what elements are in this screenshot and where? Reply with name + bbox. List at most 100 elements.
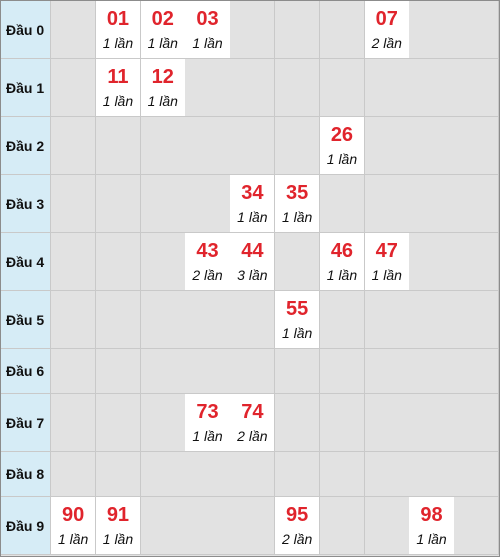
empty-cell [275, 349, 321, 394]
empty-cell [275, 117, 321, 175]
lottery-number: 74 [241, 400, 264, 423]
row-header-4: Đầu 4 [1, 233, 51, 291]
empty-cell [230, 59, 276, 117]
empty-cell [409, 452, 455, 497]
empty-cell [185, 497, 231, 555]
empty-cell [95, 349, 142, 394]
empty-cell [364, 59, 410, 117]
empty-cell [409, 175, 455, 233]
empty-cell [51, 175, 97, 233]
lottery-number: 12 [151, 65, 174, 88]
number-cell: 55 1 lần [275, 291, 321, 349]
empty-cell [454, 117, 500, 175]
hit-count: 1 lần [281, 208, 313, 225]
hit-count: 1 lần [371, 266, 402, 283]
number-cell: 03 1 lần [185, 1, 231, 59]
hit-count: 2 lần [281, 530, 313, 547]
number-cell: 44 3 lần [230, 233, 276, 291]
number-cell: 74 2 lần [230, 394, 276, 452]
hit-count: 1 lần [147, 34, 178, 51]
empty-cell [185, 291, 231, 349]
empty-cell [409, 117, 455, 175]
empty-cell [51, 59, 97, 117]
hit-count: 1 lần [416, 530, 447, 547]
row-header-1: Đầu 1 [1, 59, 51, 117]
hit-count: 2 lần [237, 427, 268, 444]
lottery-number: 26 [330, 123, 354, 146]
row-header-3: Đầu 3 [1, 175, 51, 233]
number-cell: 11 1 lần [95, 59, 142, 117]
empty-cell [364, 117, 410, 175]
hit-count: 1 lần [102, 530, 134, 547]
hit-count: 1 lần [192, 34, 223, 51]
empty-cell [409, 59, 455, 117]
empty-cell [454, 291, 500, 349]
empty-cell [230, 291, 276, 349]
number-cell: 35 1 lần [275, 175, 321, 233]
number-cell: 02 1 lần [140, 1, 186, 59]
hit-count: 1 lần [57, 530, 89, 547]
empty-cell [454, 1, 500, 59]
empty-cell [409, 233, 455, 291]
hit-count: 3 lần [237, 266, 268, 283]
lottery-number: 35 [286, 181, 309, 204]
empty-cell [140, 291, 186, 349]
hit-count: 1 lần [102, 92, 134, 109]
empty-cell [95, 291, 142, 349]
empty-cell [230, 497, 276, 555]
empty-cell [51, 394, 97, 452]
hit-count: 2 lần [371, 34, 402, 51]
number-cell: 12 1 lần [140, 59, 186, 117]
empty-cell [454, 452, 500, 497]
empty-cell [364, 349, 410, 394]
empty-cell [51, 117, 97, 175]
row-header-6: Đầu 6 [1, 349, 51, 394]
empty-cell [95, 233, 142, 291]
empty-cell [275, 452, 321, 497]
lottery-number: 03 [196, 7, 219, 30]
hit-count: 1 lần [147, 92, 178, 109]
empty-cell [140, 233, 186, 291]
empty-cell [185, 452, 231, 497]
lottery-number: 46 [330, 239, 354, 262]
lottery-number: 73 [196, 400, 219, 423]
empty-cell [409, 1, 455, 59]
lottery-number: 47 [375, 239, 398, 262]
empty-cell [409, 349, 455, 394]
empty-cell [230, 452, 276, 497]
lottery-number: 34 [241, 181, 264, 204]
lottery-number: 44 [241, 239, 264, 262]
lottery-number: 02 [151, 7, 174, 30]
empty-cell [51, 233, 97, 291]
row-header-7: Đầu 7 [1, 394, 51, 452]
row-header-2: Đầu 2 [1, 117, 51, 175]
hit-count: 1 lần [326, 266, 358, 283]
empty-cell [140, 349, 186, 394]
empty-cell [454, 394, 500, 452]
empty-cell [140, 117, 186, 175]
empty-cell [230, 1, 276, 59]
hit-count: 1 lần [237, 208, 268, 225]
lottery-number: 07 [375, 7, 398, 30]
empty-cell [185, 117, 231, 175]
number-cell: 91 1 lần [95, 497, 142, 555]
empty-cell [454, 349, 500, 394]
empty-cell [140, 452, 186, 497]
hit-count: 2 lần [192, 266, 223, 283]
lottery-number: 01 [106, 7, 130, 30]
lottery-number: 91 [106, 503, 130, 526]
empty-cell [95, 117, 142, 175]
empty-cell [454, 59, 500, 117]
empty-cell [185, 175, 231, 233]
number-cell: 95 2 lần [275, 497, 321, 555]
number-cell: 07 2 lần [364, 1, 410, 59]
number-cell: 47 1 lần [364, 233, 410, 291]
empty-cell [319, 291, 366, 349]
row-header-9: Đầu 9 [1, 497, 51, 555]
hit-count: 1 lần [102, 34, 134, 51]
number-cell: 26 1 lần [319, 117, 366, 175]
empty-cell [319, 349, 366, 394]
empty-cell [454, 175, 500, 233]
empty-cell [230, 349, 276, 394]
